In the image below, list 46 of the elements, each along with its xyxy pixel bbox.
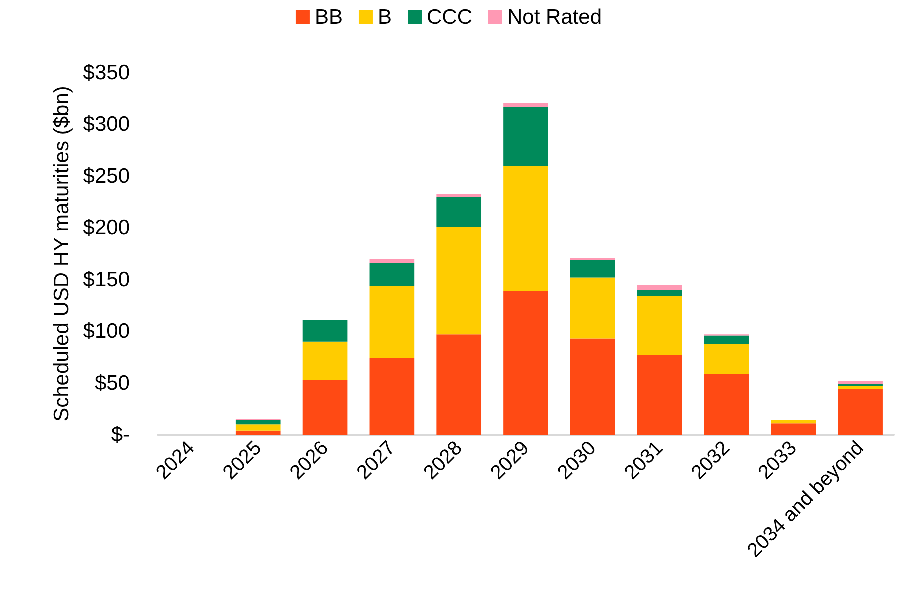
bar	[637, 290, 682, 296]
bar	[704, 344, 750, 374]
bar	[504, 166, 548, 292]
bar	[504, 102, 548, 108]
bar	[236, 420, 281, 425]
y-tick-label: $350	[83, 62, 130, 84]
y-tick-label: $250	[83, 164, 130, 188]
legend-label: B	[378, 6, 392, 29]
bar	[838, 381, 883, 384]
bar	[637, 296, 682, 356]
y-tick-label: $150	[83, 268, 130, 292]
bar	[436, 334, 482, 435]
bar	[302, 320, 348, 342]
bar	[771, 420, 816, 424]
bar	[704, 336, 750, 344]
bar	[370, 358, 415, 435]
y-tick-label: $300	[83, 113, 130, 136]
bar	[570, 260, 616, 278]
bar	[838, 389, 883, 435]
legend-label: CCC	[426, 6, 472, 29]
y-tick-label: $50	[94, 372, 130, 395]
y-axis-title: Scheduled USD HY maturities ($bn)	[50, 86, 74, 422]
bar	[370, 263, 415, 286]
bar	[302, 380, 348, 435]
bar	[771, 424, 816, 435]
bar	[436, 227, 482, 335]
bar	[370, 286, 415, 358]
bar	[236, 424, 281, 431]
legend-label: Not Rated	[507, 6, 602, 29]
bar	[570, 278, 616, 339]
bar	[570, 338, 616, 435]
bar	[436, 197, 482, 228]
bar	[436, 194, 482, 198]
bar	[504, 291, 548, 435]
bar	[637, 285, 682, 290]
y-tick-label: $200	[83, 216, 130, 240]
y-tick-label: $-	[111, 424, 130, 446]
bar	[302, 342, 348, 380]
bar	[637, 355, 682, 435]
bar	[370, 259, 415, 264]
bar	[236, 430, 281, 435]
bar	[504, 107, 548, 166]
bar	[838, 386, 883, 390]
bar	[704, 374, 750, 435]
legend-label: BB	[314, 6, 343, 29]
y-tick-label: $100	[83, 320, 130, 344]
